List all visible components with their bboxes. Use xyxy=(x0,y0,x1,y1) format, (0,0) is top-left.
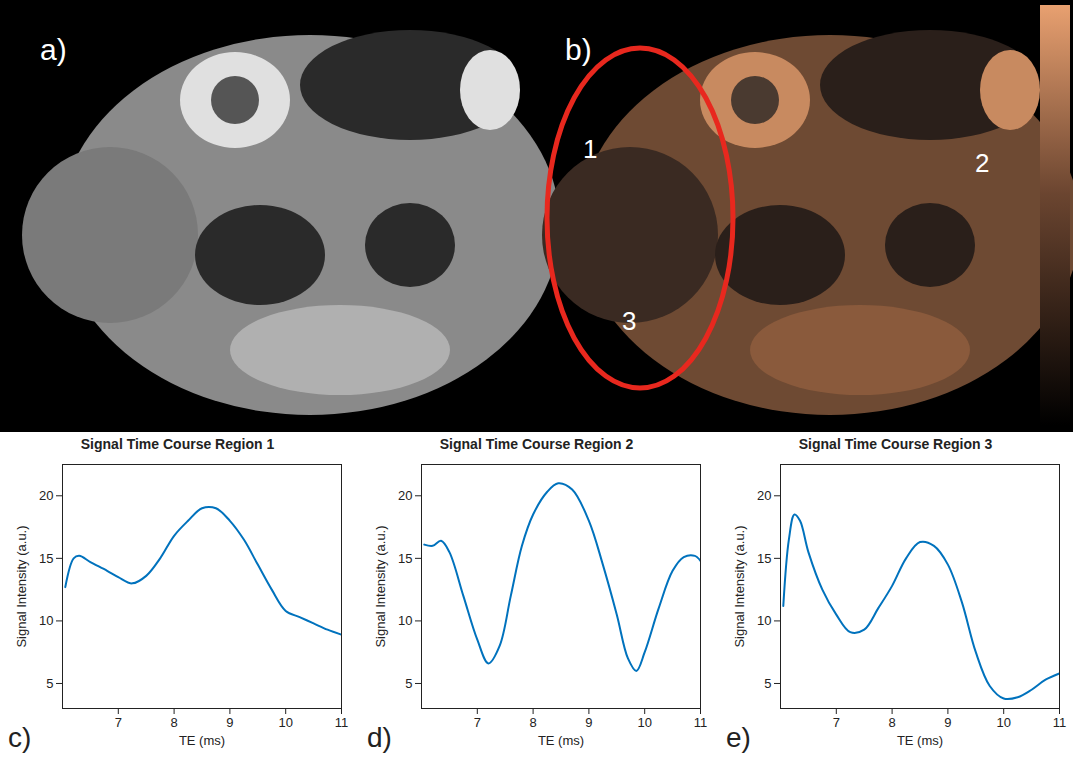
svg-text:Signal Intensity (a.u.): Signal Intensity (a.u.) xyxy=(732,525,747,647)
svg-text:Signal Intensity (a.u.): Signal Intensity (a.u.) xyxy=(373,525,388,647)
svg-text:8: 8 xyxy=(170,715,177,730)
svg-text:7: 7 xyxy=(115,715,122,730)
html-text:c): c) xyxy=(8,722,32,753)
svg-text:10: 10 xyxy=(637,715,651,730)
svg-text:15: 15 xyxy=(39,551,53,566)
svg-text:a): a) xyxy=(40,33,67,66)
svg-text:9: 9 xyxy=(585,715,592,730)
svg-text:15: 15 xyxy=(398,551,412,566)
svg-text:10: 10 xyxy=(996,715,1010,730)
svg-text:11: 11 xyxy=(335,715,349,730)
html-text:e): e) xyxy=(726,722,751,753)
html-text:Signal Time Course Region 1: Signal Time Course Region 1 xyxy=(80,436,275,452)
svg-text:8: 8 xyxy=(888,715,895,730)
svg-text:10: 10 xyxy=(278,715,292,730)
svg-text:15: 15 xyxy=(757,551,771,566)
svg-text:9: 9 xyxy=(226,715,233,730)
html-text:Signal Time Course Region 2: Signal Time Course Region 2 xyxy=(439,436,634,452)
svg-text:3: 3 xyxy=(622,306,636,336)
html-text:Signal Time Course Region 3: Signal Time Course Region 3 xyxy=(798,436,993,452)
svg-text:5: 5 xyxy=(764,676,771,691)
svg-text:2: 2 xyxy=(975,148,989,178)
svg-text:10: 10 xyxy=(39,613,53,628)
svg-text:10: 10 xyxy=(398,613,412,628)
svg-text:20: 20 xyxy=(757,488,771,503)
html-text:d): d) xyxy=(367,722,392,753)
svg-text:20: 20 xyxy=(398,488,412,503)
svg-text:9: 9 xyxy=(944,715,951,730)
svg-text:8: 8 xyxy=(529,715,536,730)
svg-text:TE (ms): TE (ms) xyxy=(538,733,584,748)
svg-text:b): b) xyxy=(565,33,592,66)
svg-text:1: 1 xyxy=(583,134,597,164)
svg-text:5: 5 xyxy=(405,676,412,691)
svg-text:7: 7 xyxy=(833,715,840,730)
svg-text:20: 20 xyxy=(39,488,53,503)
svg-text:TE (ms): TE (ms) xyxy=(897,733,943,748)
svg-text:11: 11 xyxy=(694,715,708,730)
svg-text:10: 10 xyxy=(757,613,771,628)
svg-text:5: 5 xyxy=(46,676,53,691)
svg-text:11: 11 xyxy=(1053,715,1067,730)
svg-text:Signal Intensity (a.u.): Signal Intensity (a.u.) xyxy=(14,525,29,647)
svg-text:TE (ms): TE (ms) xyxy=(179,733,225,748)
svg-text:7: 7 xyxy=(474,715,481,730)
